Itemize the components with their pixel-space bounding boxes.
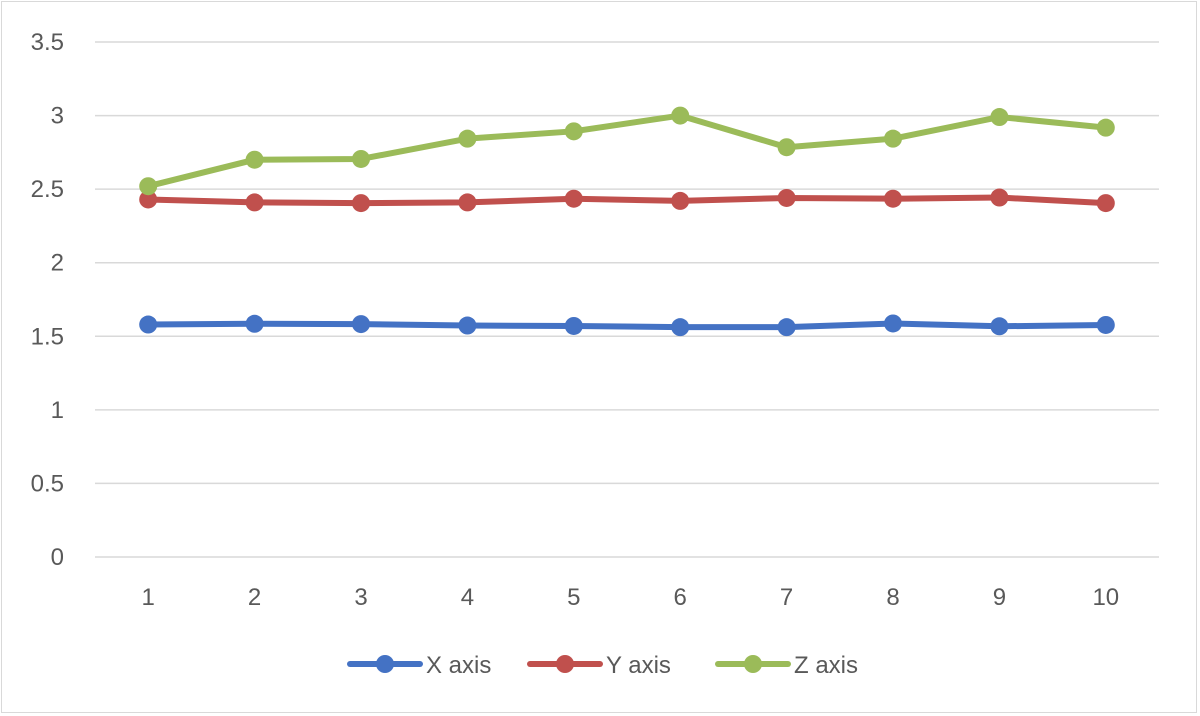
x-tick-label: 5 <box>567 584 580 611</box>
data-point <box>352 194 370 213</box>
x-tick-label: 9 <box>993 584 1006 611</box>
x-tick-label: 3 <box>354 584 367 611</box>
data-point <box>671 318 690 337</box>
legend-label: Z axis <box>794 652 858 679</box>
data-point <box>352 149 370 168</box>
plot-series <box>139 106 1115 337</box>
data-point <box>1096 194 1115 213</box>
data-point <box>564 122 583 141</box>
x-tick-label: 10 <box>1092 584 1119 611</box>
data-point <box>990 188 1009 207</box>
series-line <box>145 194 1109 207</box>
series-x-axis <box>139 314 1115 337</box>
data-point <box>990 108 1009 127</box>
legend-marker <box>556 655 574 673</box>
data-point <box>777 188 796 207</box>
data-point <box>139 315 158 334</box>
data-point <box>139 190 158 209</box>
series-line <box>145 112 1109 190</box>
data-point <box>990 317 1009 336</box>
data-point <box>352 315 370 334</box>
y-tick-label: 1 <box>51 397 64 424</box>
y-tick-label: 1.5 <box>31 323 64 350</box>
data-point <box>884 189 902 208</box>
legend-label: X axis <box>426 652 491 679</box>
data-point <box>777 318 796 337</box>
x-tick-label: 2 <box>248 584 261 611</box>
legend-marker <box>376 655 394 673</box>
data-point <box>139 177 158 196</box>
x-tick-label: 6 <box>674 584 687 611</box>
legend-label: Y axis <box>606 652 671 679</box>
data-point <box>245 150 264 169</box>
x-tick-label: 7 <box>780 584 793 611</box>
y-tick-label: 2 <box>51 250 64 277</box>
x-tick-label: 8 <box>886 584 899 611</box>
data-point <box>671 106 690 125</box>
series-line <box>145 320 1109 331</box>
data-point <box>458 193 477 212</box>
data-point <box>564 316 583 335</box>
data-point <box>671 191 690 210</box>
data-point <box>1096 315 1115 334</box>
data-point <box>458 129 477 148</box>
y-tick-label: 3.5 <box>31 29 64 56</box>
x-axis-ticks: 1 2 3 4 5 6 7 8 9 10 <box>142 584 1120 611</box>
y-axis-ticks: 0 0.5 1 1.5 2 2.5 3 3.5 <box>31 29 64 571</box>
data-point <box>245 314 264 333</box>
x-tick-label: 4 <box>461 584 474 611</box>
y-tick-label: 2.5 <box>31 176 64 203</box>
legend-item: Z axis <box>715 652 858 679</box>
legend-item: X axis <box>347 652 491 679</box>
data-point <box>884 314 902 333</box>
data-point <box>884 129 902 148</box>
legend-item: Y axis <box>527 652 671 679</box>
gridlines <box>95 41 1159 558</box>
legend: X axis Y axis Z axis <box>347 652 858 679</box>
y-tick-label: 0.5 <box>31 470 64 497</box>
data-point <box>245 193 264 212</box>
legend-marker <box>744 655 762 673</box>
series-y-axis <box>139 188 1115 213</box>
data-point <box>777 138 796 157</box>
y-tick-label: 3 <box>51 103 64 130</box>
data-point <box>564 189 583 208</box>
data-point <box>458 316 477 335</box>
data-point <box>1096 118 1115 137</box>
x-tick-label: 1 <box>142 584 155 611</box>
series-z-axis <box>139 106 1115 196</box>
y-tick-label: 0 <box>51 544 64 571</box>
